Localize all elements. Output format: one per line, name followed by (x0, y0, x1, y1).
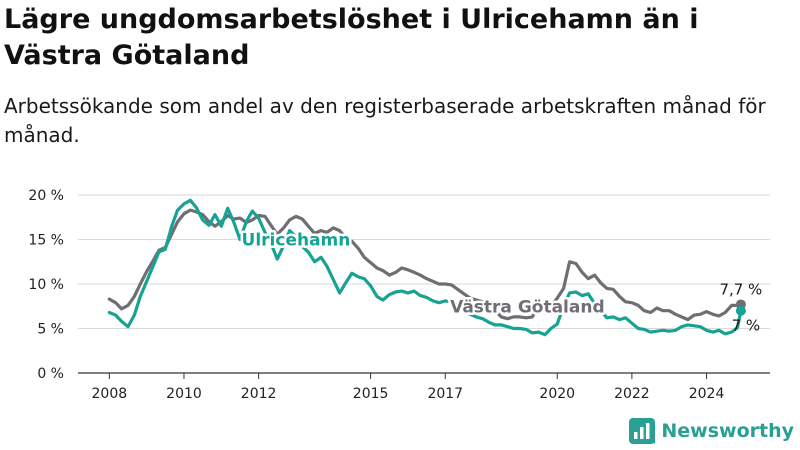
x-tick-label: 2008 (92, 386, 128, 402)
labels: 0 % 5 % 10 % 15 % 20 % 2008 2010 2012 2015 2017 20… (28, 188, 762, 402)
series-lines (107, 198, 746, 337)
newsworthy-brand: Newsworthy (629, 417, 794, 445)
series-end-dot-ulricehamn (735, 305, 746, 316)
y-tick-label: 5 % (37, 322, 64, 338)
axes (78, 372, 770, 379)
y-tick-label: 10 % (28, 277, 64, 293)
x-tick-label: 2017 (427, 386, 463, 402)
end-value-label: 7 % (732, 317, 761, 335)
x-tick-label: 2022 (614, 386, 650, 402)
series-line-vastra-gotaland (107, 208, 743, 322)
x-tick-label: 2020 (539, 386, 575, 402)
end-value-label: 7,7 % (719, 280, 762, 298)
grid-lines (78, 194, 770, 329)
y-tick-label: 15 % (28, 233, 64, 249)
chart-title: Lägre ungdomsarbetslöshet i Ulricehamn ä… (4, 4, 699, 71)
chart-subtitle: Arbetssökande som andel av den registerb… (4, 94, 766, 147)
y-tick-label: 0 % (37, 366, 64, 382)
y-tick-label: 20 % (28, 188, 64, 204)
brand-name: Newsworthy (661, 420, 794, 442)
x-tick-label: 2010 (166, 386, 202, 402)
bar-chart-logo-icon (629, 418, 656, 444)
x-tick-label: 2012 (241, 386, 277, 402)
x-tick-label: 2015 (353, 386, 389, 402)
x-tick-label: 2024 (689, 386, 725, 402)
series-line-ulricehamn (107, 198, 743, 337)
series-annotation: Ulricehamn (242, 231, 351, 251)
series-annotation: Västra Götaland (450, 297, 605, 317)
